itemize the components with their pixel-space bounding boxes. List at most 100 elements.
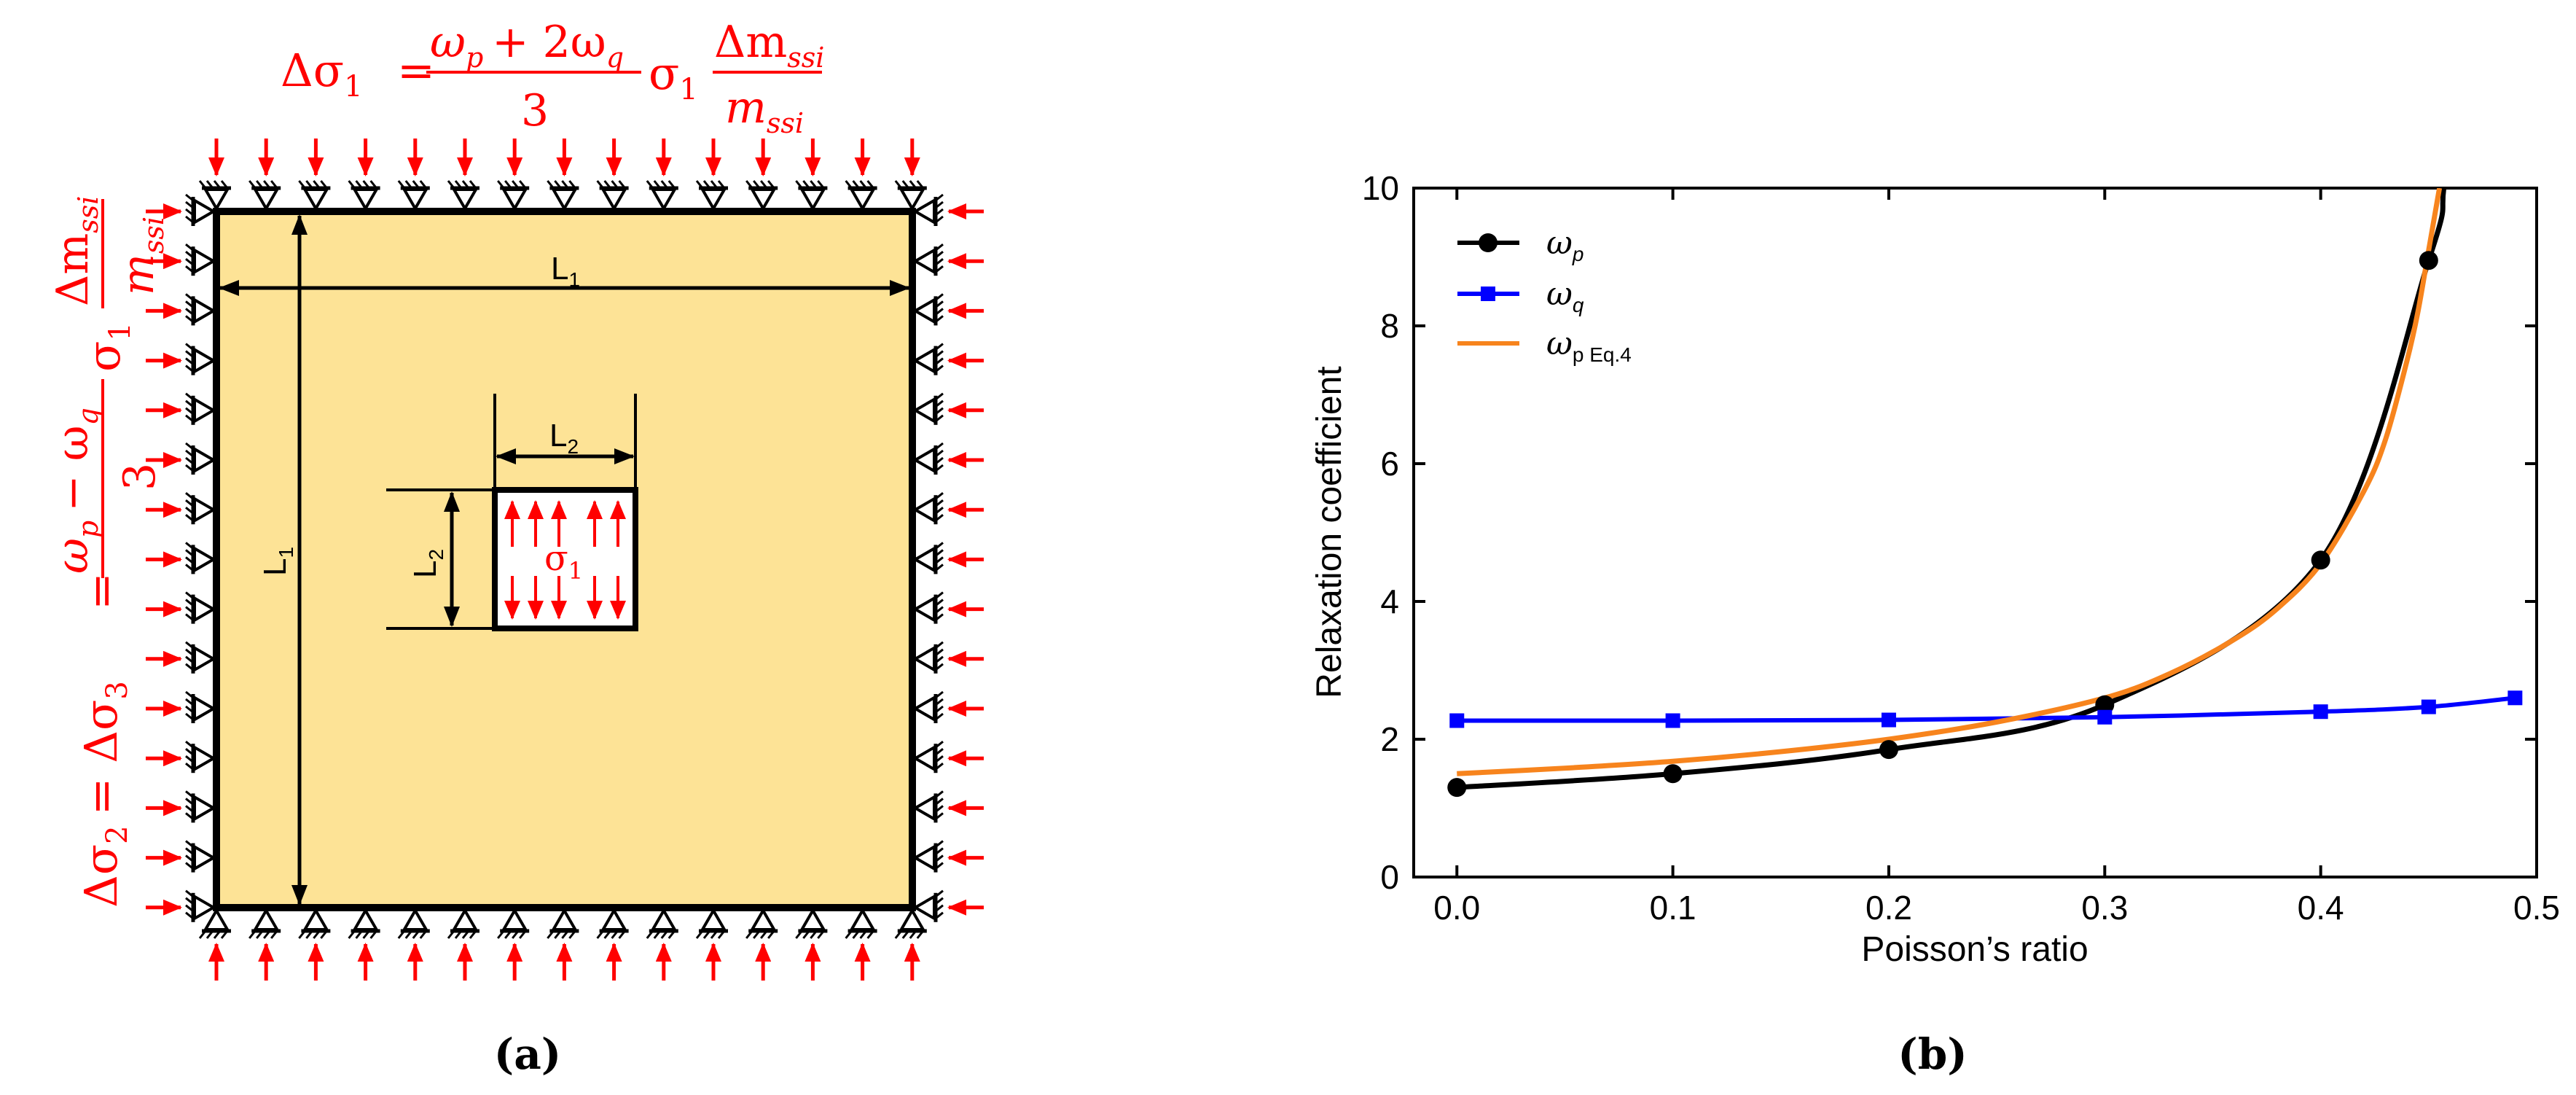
support-triangle (912, 545, 936, 573)
support-hatch (935, 499, 944, 507)
series-wp-curve (1457, 188, 2447, 790)
support-triangle (193, 198, 217, 225)
support-triangle (252, 907, 280, 931)
support-hatch (695, 930, 704, 939)
support-triangle (193, 545, 217, 573)
support-hatch (270, 930, 278, 939)
support-pin-right (912, 741, 944, 773)
support-hatch (795, 930, 803, 939)
y-tick-label: 2 (1380, 720, 1399, 758)
support-hatch (504, 930, 512, 939)
supports-top (198, 180, 927, 212)
dimension-label-l1-horizontal: L1 (551, 251, 580, 291)
support-triangle (302, 907, 329, 931)
support-hatch (185, 790, 194, 798)
support-hatch (185, 442, 194, 451)
support-hatch (935, 790, 944, 798)
support-hatch (205, 180, 214, 189)
support-hatch (185, 854, 194, 862)
support-pin-left (185, 690, 217, 723)
support-hatch (695, 180, 704, 189)
support-triangle (501, 188, 528, 212)
support-pin-right (912, 343, 944, 375)
support-triangle (451, 907, 479, 931)
support-hatch (935, 606, 944, 614)
y-axis-title: Relaxation coefficient (1310, 366, 1349, 698)
support-hatch (185, 698, 194, 706)
support-triangle (912, 695, 936, 722)
support-triangle (912, 446, 936, 474)
support-hatch (767, 930, 775, 939)
eq-top-fraction2-denominator: mssi (725, 82, 804, 139)
support-hatch (469, 930, 477, 939)
legend-label-wp: ωp (1546, 225, 1583, 265)
support-hatch (504, 180, 512, 189)
support-hatch (916, 180, 924, 189)
point-wq (1881, 712, 1896, 728)
support-hatch (603, 930, 611, 939)
support-pin-top (348, 180, 380, 212)
support-hatch (646, 930, 654, 939)
support-pin-right (912, 542, 944, 574)
support-hatch (412, 180, 420, 189)
support-triangle (650, 907, 678, 931)
support-hatch (935, 755, 944, 763)
support-hatch (767, 180, 775, 189)
support-triangle (799, 188, 826, 212)
support-triangle (912, 347, 936, 375)
support-hatch (461, 930, 470, 939)
support-hatch (935, 641, 944, 649)
x-tick-label: 0.2 (1866, 889, 1912, 927)
support-hatch (256, 180, 264, 189)
support-hatch (935, 193, 944, 202)
support-hatch (802, 930, 810, 939)
support-hatch (935, 243, 944, 252)
support-hatch (901, 930, 909, 939)
support-hatch (313, 180, 321, 189)
support-hatch (185, 755, 194, 763)
support-hatch (263, 180, 271, 189)
support-hatch (894, 180, 902, 189)
eq-left-equals: = (74, 572, 128, 610)
support-pin-top (745, 180, 778, 212)
support-hatch (185, 449, 194, 458)
support-triangle (193, 794, 217, 822)
support-hatch (185, 265, 194, 273)
support-hatch (454, 930, 463, 939)
support-hatch (935, 251, 944, 259)
support-hatch (935, 748, 944, 756)
support-triangle (193, 645, 217, 673)
support-triangle (193, 247, 217, 275)
support-hatch (369, 930, 377, 939)
support-hatch (185, 308, 194, 316)
support-hatch (866, 930, 874, 939)
support-hatch (185, 599, 194, 607)
equation-top: Δσ1 = ωp + 2ωq 3 σ1 Δmssi mssi (281, 17, 824, 139)
support-triangle (700, 907, 727, 931)
support-triangle (912, 744, 936, 772)
support-hatch (935, 514, 944, 522)
support-hatch (320, 930, 328, 939)
support-triangle (193, 596, 217, 623)
support-hatch (305, 180, 313, 189)
support-pin-bottom (894, 907, 927, 939)
point-wq (2097, 709, 2113, 725)
support-hatch (185, 798, 194, 806)
support-hatch (660, 930, 668, 939)
support-hatch (935, 805, 944, 813)
support-hatch (859, 930, 867, 939)
support-hatch (220, 930, 229, 939)
support-pin-top (497, 180, 530, 212)
support-pin-bottom (745, 907, 778, 939)
support-hatch (185, 258, 194, 266)
support-pin-top (695, 180, 728, 212)
support-triangle (352, 907, 380, 931)
support-pin-bottom (248, 907, 281, 939)
panel-b-label: (b) (1898, 1029, 1967, 1079)
support-hatch (852, 930, 860, 939)
support-hatch (447, 930, 455, 939)
x-tick-label: 0.3 (2081, 889, 2128, 927)
support-hatch (419, 180, 427, 189)
support-pin-top (596, 180, 629, 212)
